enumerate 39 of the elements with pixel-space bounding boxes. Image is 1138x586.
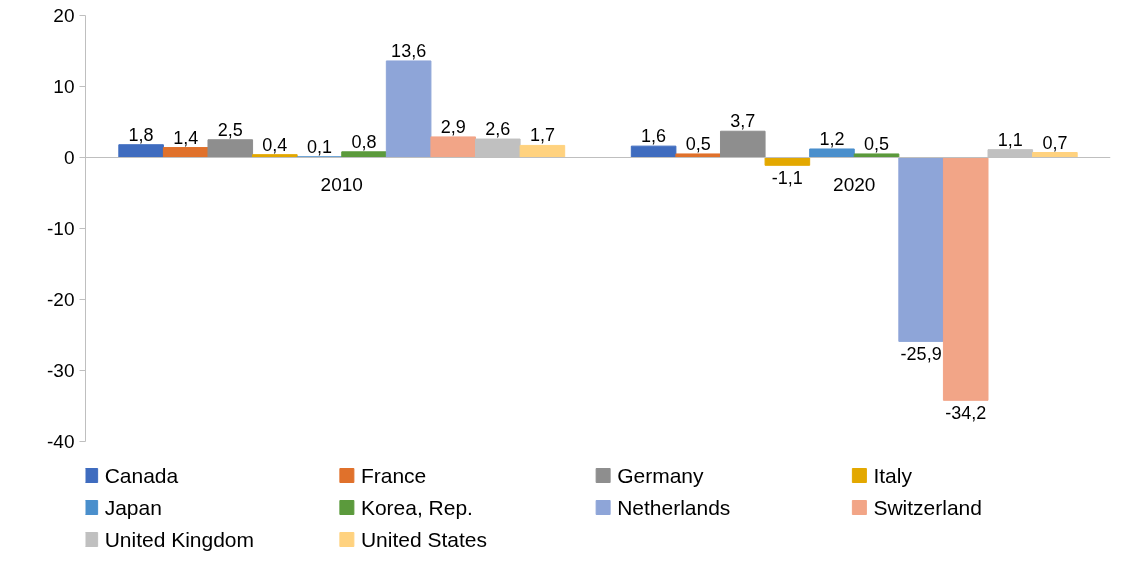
y-tick-label: 0 (63, 147, 75, 168)
data-label: 0,5 (864, 133, 890, 154)
x-tick-label: 2010 (320, 173, 363, 195)
x-tick-label: 2020 (833, 173, 876, 195)
data-label: -34,2 (945, 403, 987, 424)
data-label: 0,7 (1042, 132, 1068, 153)
legend-label: Switzerland (873, 496, 982, 519)
y-tick-label: -40 (47, 431, 75, 452)
data-label: 1,1 (997, 129, 1023, 150)
y-tick-label: -20 (47, 289, 75, 310)
data-label: 0,1 (306, 136, 332, 157)
y-tick-label: 10 (53, 76, 75, 97)
data-label: 2,5 (217, 119, 243, 140)
legend-label: France (360, 464, 427, 487)
data-label: 13,6 (391, 40, 427, 61)
data-label: -1,1 (771, 168, 803, 189)
y-tick-label: -10 (47, 218, 75, 239)
y-tick-label: -30 (47, 360, 75, 381)
legend-label: Korea, Rep. (360, 496, 473, 519)
y-tick-label: 20 (53, 5, 75, 26)
legend-label: United States (360, 528, 487, 551)
legend-label: Japan (104, 496, 162, 519)
legend-label: Netherlands (617, 496, 731, 519)
legend-label: United Kingdom (104, 528, 255, 551)
data-label: 1,7 (529, 125, 555, 146)
data-label: 1,2 (819, 128, 845, 149)
data-label: 2,9 (440, 116, 466, 137)
data-label: 2,6 (485, 119, 511, 140)
data-label: 1,4 (173, 127, 199, 148)
data-label: 1,8 (128, 124, 154, 145)
legend-label: Canada (104, 464, 179, 487)
data-label: 1,6 (641, 126, 667, 147)
data-label: 0,5 (685, 133, 711, 154)
data-label: -25,9 (900, 344, 942, 365)
data-label: 0,8 (351, 131, 377, 152)
legend-label: Germany (617, 464, 704, 487)
data-label: 3,7 (730, 111, 756, 132)
legend-label: Italy (873, 464, 913, 487)
data-label: 0,4 (262, 134, 288, 155)
